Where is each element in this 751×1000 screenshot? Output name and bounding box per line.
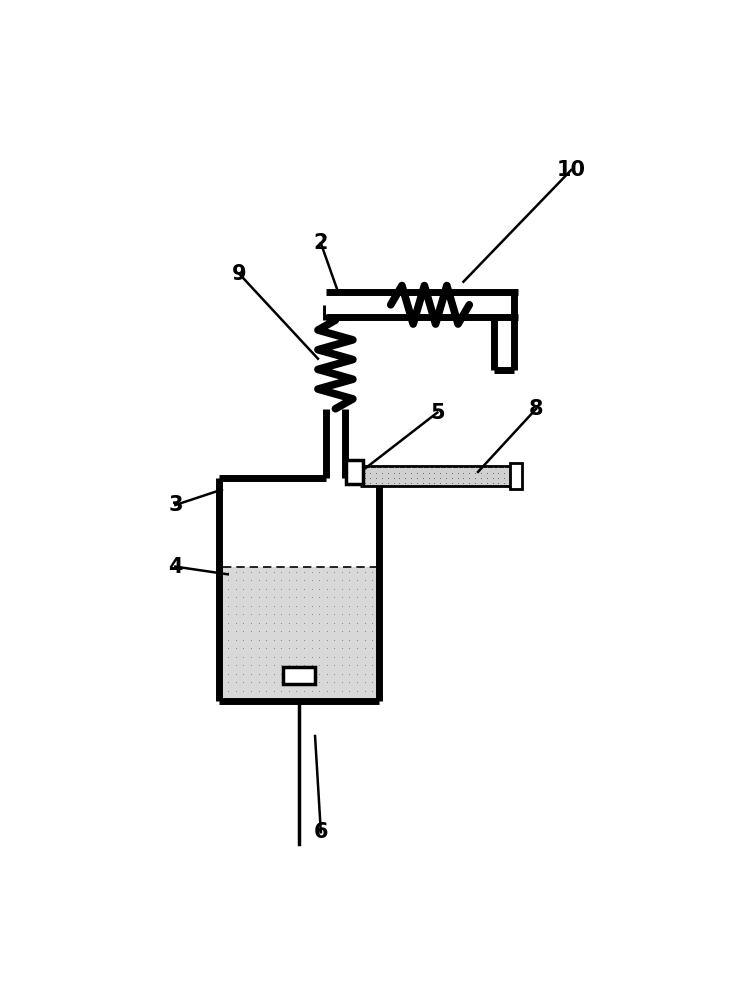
Bar — [326, 295, 517, 315]
Text: 2: 2 — [314, 233, 328, 253]
Bar — [283, 667, 315, 684]
Bar — [326, 292, 345, 317]
Bar — [510, 463, 522, 489]
Bar — [328, 409, 343, 478]
Text: 8: 8 — [529, 399, 544, 419]
Bar — [346, 460, 363, 484]
Text: 6: 6 — [314, 822, 328, 842]
Text: 10: 10 — [556, 160, 586, 180]
Text: 5: 5 — [430, 403, 445, 423]
Bar — [360, 466, 519, 486]
Bar — [496, 317, 514, 370]
Bar — [328, 305, 343, 320]
Text: 3: 3 — [168, 495, 182, 515]
Text: 9: 9 — [232, 264, 246, 284]
Bar — [222, 567, 376, 698]
Text: 4: 4 — [168, 557, 182, 577]
